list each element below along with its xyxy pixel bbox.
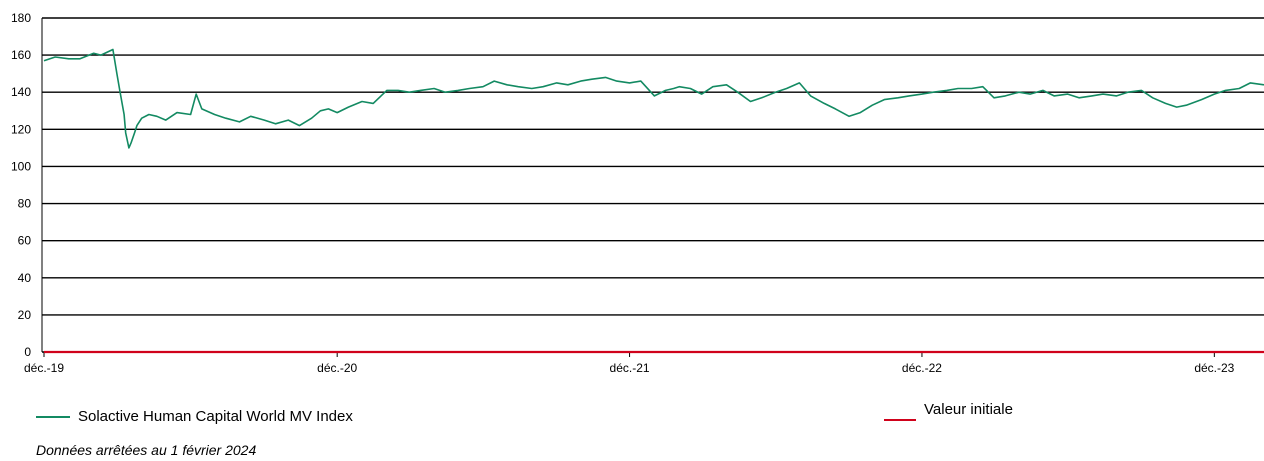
y-tick-label: 140 (11, 85, 31, 99)
legend-label-initial: Valeur initiale (924, 401, 1013, 418)
legend-swatch-index (36, 415, 70, 418)
y-tick-label: 0 (24, 345, 31, 359)
series-lines (43, 48, 1264, 354)
legend-label-index: Solactive Human Capital World MV Index (78, 408, 353, 425)
legend-item-index: Solactive Human Capital World MV Index (36, 408, 353, 425)
y-tick-label: 160 (11, 48, 31, 62)
y-tick-label: 60 (18, 234, 32, 248)
y-tick-label: 20 (18, 308, 32, 322)
grid-lines (41, 17, 1264, 353)
x-tick-label: déc.-22 (902, 361, 942, 375)
x-tick-label: déc.-20 (317, 361, 357, 375)
series-line-index (43, 48, 1264, 149)
y-tick-labels: 0 20 40 60 80 100 120 140 160 180 (11, 11, 31, 359)
data-date-note: Données arrêtées au 1 février 2024 (36, 442, 257, 458)
x-tick-label: déc.-21 (610, 361, 650, 375)
x-tick-label: déc.-23 (1194, 361, 1234, 375)
y-tick-label: 40 (18, 271, 32, 285)
x-tick-labels: déc.-19 déc.-20 déc.-21 déc.-22 déc.-23 (24, 352, 1235, 375)
legend-swatch-initial (884, 419, 916, 421)
y-tick-label: 100 (11, 159, 31, 173)
x-tick-label: déc.-19 (24, 361, 64, 375)
y-tick-label: 180 (11, 11, 31, 25)
y-tick-label: 80 (18, 197, 32, 211)
legend-item-initial: Valeur initiale (884, 401, 1013, 421)
y-tick-label: 120 (11, 122, 31, 136)
